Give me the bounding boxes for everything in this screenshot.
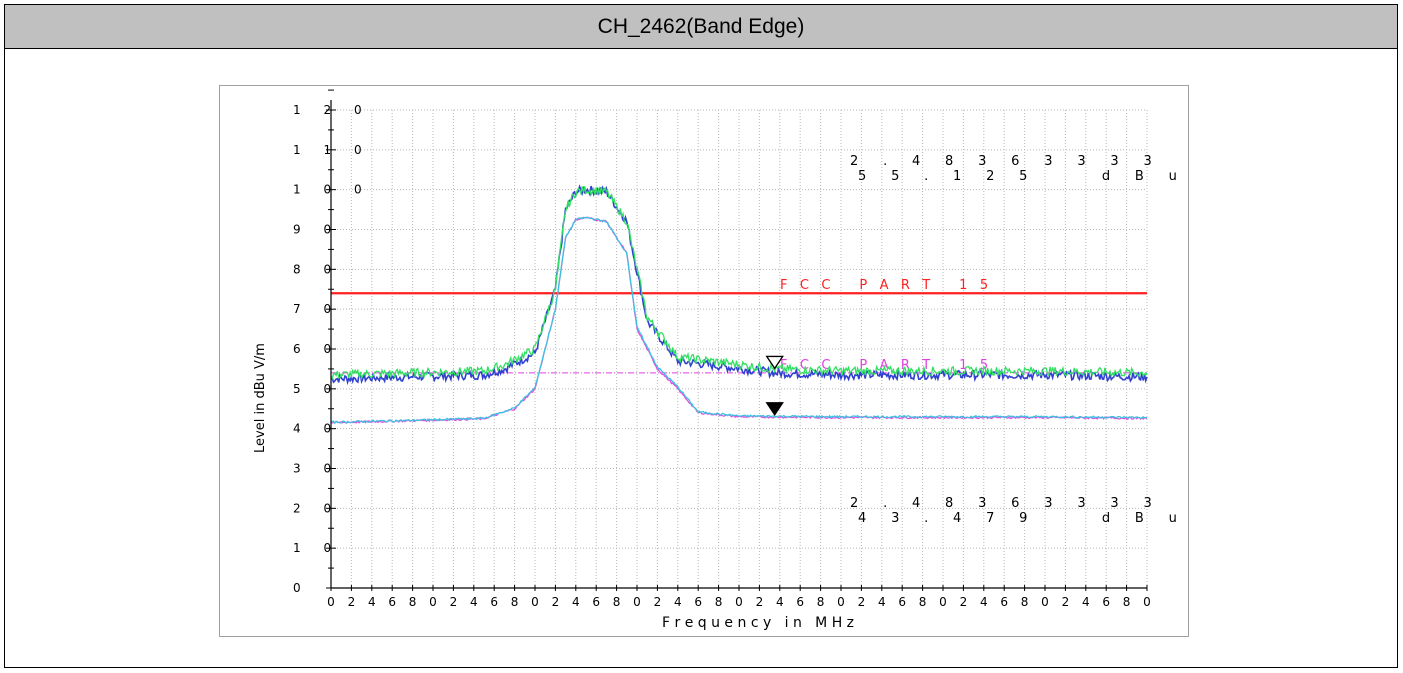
x-tick-label: 4 [1082,595,1090,609]
y-tick-label: 5 0 [293,382,331,396]
x-tick-label: 4 [674,595,682,609]
trace-line-2 [330,186,1148,381]
x-tick-label: 8 [511,595,519,609]
x-tick-label: 0 [429,595,437,609]
grid-layer [330,109,1148,589]
x-tick-label: 4 [572,595,580,609]
marker-1-label-frequency: 2 . 4 8 3 6 3 3 3 3 [850,154,1152,169]
x-tick-label: 4 [980,595,988,609]
x-tick-label: 6 [388,595,396,609]
x-tick-label: 0 [531,595,539,609]
limit-line-label-1: F C C P A R T 1 5 [780,278,988,293]
x-tick-label: 8 [613,595,621,609]
x-tick-label: 0 [633,595,641,609]
y-tick-label: 3 0 [293,462,331,476]
y-tick-label: 7 0 [293,302,331,316]
page-title: CH_2462(Band Edge) [597,14,805,38]
x-tick-label: 0 [327,595,335,609]
x-axis-label: F r e q u e n c y i n M H z [662,615,854,631]
y-tick-label: 0 [293,581,301,595]
x-tick-label: 8 [409,595,417,609]
y-tick-label: 4 0 [293,422,331,436]
trace-line-1 [330,184,1148,386]
x-tick-label: 2 [348,595,356,609]
y-tick-label: 9 0 [293,223,331,237]
x-tick-label: 0 [1041,595,1049,609]
x-tick-label: 4 [776,595,784,609]
marker-1-label-level: 5 5 . 1 2 5 d B u [858,169,1177,184]
x-tick-label: 8 [919,595,927,609]
y-tick-label: 1 0 0 [293,183,362,197]
x-tick-label: 4 [470,595,478,609]
y-tick-label: 1 2 0 [293,103,362,117]
x-tick-label: 8 [817,595,825,609]
x-tick-label: 2 [960,595,968,609]
x-tick-label: 2 [1062,595,1070,609]
x-tick-label: 0 [939,595,947,609]
y-axis-label: Level in dBu V/m [253,343,268,453]
series-layer [330,184,1148,425]
y-tick-label: 1 1 0 [293,143,362,157]
x-tick-label: 0 [1143,595,1151,609]
limit-lines: F C C P A R T 1 5 F C C P A R T 1 5 [331,278,1147,374]
marker-2-label-level: 4 3 . 4 7 9 d B u [858,511,1177,526]
x-tick-label: 6 [1000,595,1008,609]
title-bar: CH_2462(Band Edge) [5,5,1397,49]
x-tick-label: 8 [715,595,723,609]
x-tick-label: 6 [898,595,906,609]
y-tick-label: 8 0 [293,262,331,276]
y-tick-label: 6 0 [293,342,331,356]
y-tick-label: 1 0 [293,541,331,555]
axes: 0 1 0 2 0 3 0 4 0 5 0 6 0 7 0 8 0 9 0 1 0 0 1 1 0 1 … [293,89,1151,609]
chart-panel: F C C P A R T 1 5 F C C P A R T 1 5 2 . 4… [219,85,1189,637]
x-tick-label: 6 [796,595,804,609]
x-tick-label: 4 [368,595,376,609]
x-tick-label: 2 [552,595,560,609]
x-tick-label: 6 [1102,595,1110,609]
limit-line-label-2: F C C P A R T 1 5 [780,358,988,373]
x-tick-label: 2 [654,595,662,609]
marker-1 [765,355,784,370]
marker-2-label-frequency: 2 . 4 8 3 6 3 3 3 3 [850,496,1152,511]
x-tick-label: 2 [756,595,764,609]
x-tick-label: 0 [837,595,845,609]
x-tick-label: 2 [858,595,866,609]
x-tick-label: 6 [592,595,600,609]
trace-line-4 [330,216,1148,425]
marker-2 [765,402,784,416]
markers: 2 . 4 8 3 6 3 3 3 35 5 . 1 2 5 d B u2 . … [765,154,1177,526]
band-edge-chart: F C C P A R T 1 5 F C C P A R T 1 5 2 . 4… [253,89,1177,631]
x-tick-label: 8 [1123,595,1131,609]
x-tick-label: 6 [490,595,498,609]
x-tick-label: 4 [878,595,886,609]
x-tick-label: 0 [735,595,743,609]
x-tick-label: 2 [450,595,458,609]
x-tick-label: 6 [694,595,702,609]
y-tick-label: 2 0 [293,501,331,515]
x-tick-label: 8 [1021,595,1029,609]
